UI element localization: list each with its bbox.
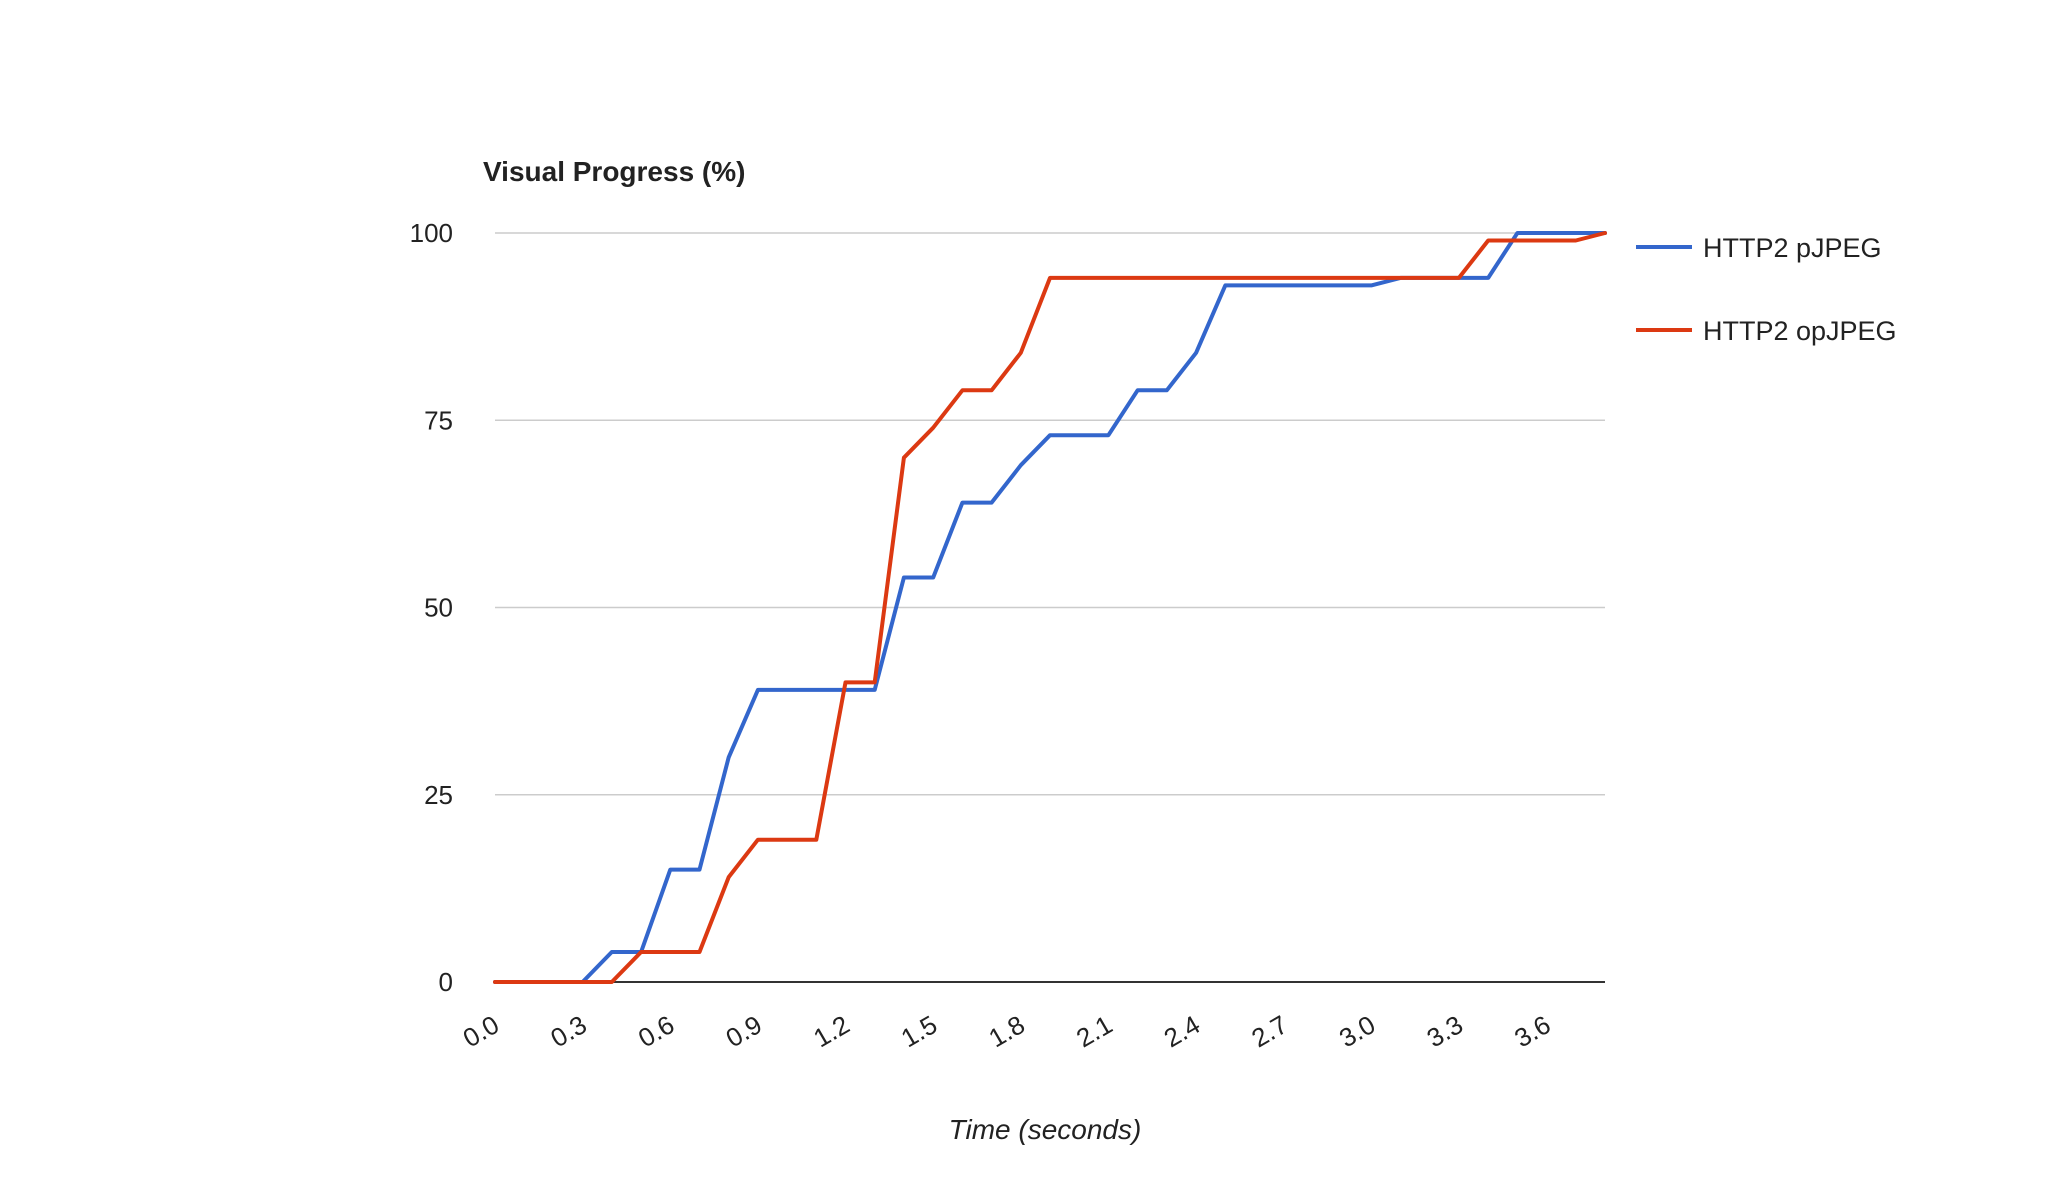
y-axis: 0 25 50 75 100 bbox=[410, 218, 1605, 997]
gridlines bbox=[495, 232, 1605, 796]
x-axis-title: Time (seconds) bbox=[949, 1114, 1142, 1145]
y-tick-label: 25 bbox=[424, 780, 453, 810]
y-tick-label: 100 bbox=[410, 218, 453, 248]
legend-label: HTTP2 opJPEG bbox=[1703, 316, 1897, 346]
chart-title: Visual Progress (%) bbox=[483, 156, 745, 187]
y-tick-label: 75 bbox=[424, 405, 453, 435]
legend: HTTP2 pJPEG HTTP2 opJPEG bbox=[1636, 233, 1897, 346]
legend-label: HTTP2 pJPEG bbox=[1703, 233, 1882, 263]
series-line-1 bbox=[493, 231, 1607, 984]
series-lines bbox=[493, 231, 1607, 984]
y-tick-label: 50 bbox=[424, 593, 453, 623]
y-tick-label: 0 bbox=[439, 967, 453, 997]
